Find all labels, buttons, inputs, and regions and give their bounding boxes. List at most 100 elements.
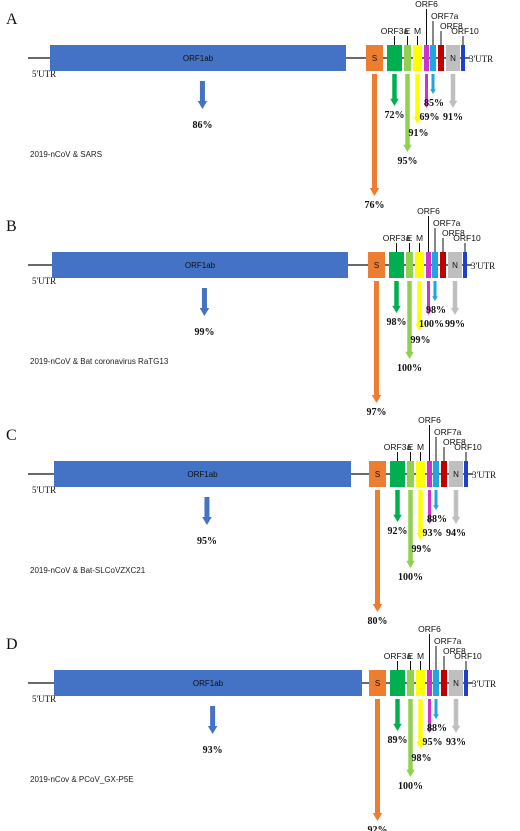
arrow-n [448,74,458,108]
utr5-label: 5'UTR [32,69,56,79]
gene-orf6 [424,45,429,71]
identity-e: 100% [398,781,423,792]
identity-s: 80% [368,616,388,627]
gene-orf3a-label: ORF3a [384,651,412,661]
gene-s [366,45,383,71]
identity-orf3a: 72% [385,110,405,121]
panel-letter: B [6,218,17,235]
panel-caption: 2019-nCov & PCoV_GX-P5E [30,775,134,784]
arrow-orf3a [393,490,402,522]
gene-m [415,252,424,278]
gene-orf8 [441,461,447,487]
gene-n-label: N [450,54,456,63]
gene-e-label: E [408,651,414,661]
gene-orf3a [390,670,405,696]
utr3-label: 3'UTR [472,679,496,689]
gene-orf7a-label: ORF7a [434,636,462,646]
utr5-label: 5'UTR [32,276,56,286]
identity-n: 94% [446,528,466,539]
identity-e: 100% [397,363,422,374]
identity-n: 91% [443,112,463,123]
identity-m: 99% [412,544,432,555]
gene-s [369,670,386,696]
panel-caption: 2019-nCoV & Bat-SLCoVZXC21 [30,566,146,575]
identity-orf6: 100% [419,319,444,330]
gene-orf10-label: ORF10 [454,442,482,452]
gene-orf6-label: ORF6 [417,206,440,216]
gene-orf7a [432,252,438,278]
arrow-s [372,699,383,821]
arrow-n [451,490,461,524]
identity-m: 98% [412,753,432,764]
gene-e [406,252,413,278]
utr5-label: 5'UTR [32,694,56,704]
panel-caption: 2019-nCoV & Bat coronavirus RaTG13 [30,357,169,366]
identity-orf1ab: 95% [197,536,217,547]
arrow-orf6 [425,281,432,315]
arrow-orf6 [423,74,430,108]
gene-s [369,461,386,487]
arrow-orf6 [426,699,433,733]
gene-orf10-label: ORF10 [451,26,479,36]
gene-m [416,461,425,487]
gene-e-label: E [405,26,411,36]
gene-orf3a [390,461,405,487]
gene-orf6-label: ORF6 [418,415,441,425]
arrow-m [416,699,425,749]
gene-orf8-label: ORF8 [442,228,465,238]
panel-letter: D [6,636,18,653]
gene-m-label: M [416,233,423,243]
gene-s-label: S [374,261,379,270]
identity-s: 76% [365,200,385,211]
gene-orf7a-label: ORF7a [431,11,459,21]
arrow-e [403,74,412,152]
gene-m [413,45,422,71]
gene-orf1ab [54,461,351,487]
gene-orf7a [433,461,439,487]
gene-e-label: E [407,233,413,243]
gene-orf7a [433,670,439,696]
arrow-m [415,281,424,331]
identity-orf3a: 98% [387,317,407,328]
panel-letter: C [6,427,17,444]
identity-orf7a: 85% [424,98,444,109]
gene-orf10-label: ORF10 [453,233,481,243]
panel-c: C 5'UTR 3'UTR ORF1ab 95% S 80% ORF3a 92% E 100% M 99… [6,415,496,627]
gene-e [407,461,414,487]
gene-m [416,670,425,696]
arrow-orf7a [430,74,436,94]
arrow-m [413,74,422,124]
identity-s: 97% [367,407,387,418]
gene-orf1ab-label: ORF1ab [193,679,224,688]
utr3-label: 3'UTR [471,261,495,271]
gene-orf1ab-label: ORF1ab [185,261,216,270]
gene-e-label: E [408,442,414,452]
panel-caption: 2019-nCoV & SARS [30,150,102,159]
identity-m: 91% [409,128,429,139]
identity-n: 99% [445,319,465,330]
arrow-orf1ab [202,497,212,525]
panel-letter: A [6,11,18,28]
gene-s-label: S [375,470,380,479]
gene-orf1ab [54,670,362,696]
identity-orf3a: 89% [388,735,408,746]
utr3-label: 3'UTR [469,54,493,64]
gene-orf7a [430,45,436,71]
gene-orf8-label: ORF8 [440,21,463,31]
gene-orf10 [463,252,467,278]
gene-e [404,45,411,71]
gene-orf6 [427,461,432,487]
gene-orf3a-label: ORF3a [384,442,412,452]
identity-orf7a: 88% [427,723,447,734]
arrow-e [406,699,415,777]
gene-orf7a-label: ORF7a [433,218,461,228]
gene-n [448,252,462,278]
arrow-orf7a [433,699,439,719]
gene-orf10 [461,45,465,71]
gene-orf1ab-label: ORF1ab [183,54,214,63]
gene-m-label: M [417,651,424,661]
identity-orf6: 95% [423,737,443,748]
gene-n [449,461,463,487]
gene-orf10-label: ORF10 [454,651,482,661]
